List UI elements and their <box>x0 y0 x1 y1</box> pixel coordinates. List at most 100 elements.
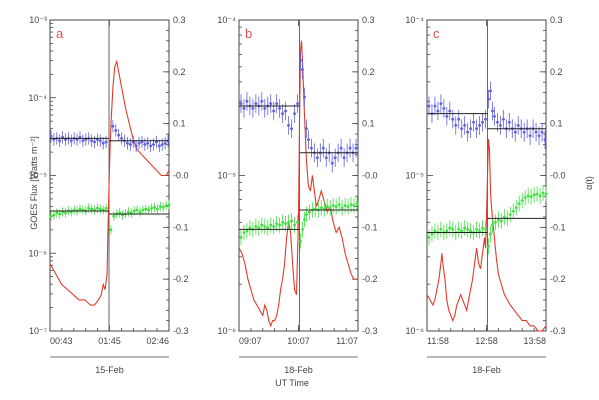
blue-point <box>324 156 328 160</box>
blue-point <box>290 127 293 131</box>
green-point <box>439 228 443 231</box>
blue-point <box>442 107 446 110</box>
green-point <box>296 220 299 224</box>
green-point <box>147 208 151 212</box>
green-point <box>90 207 94 211</box>
green-point <box>511 209 515 213</box>
green-point <box>349 203 353 206</box>
left-tick-label: 10⁻⁴ <box>28 93 47 103</box>
blue-point <box>146 141 150 145</box>
green-point <box>319 206 323 210</box>
blue-point <box>111 124 115 128</box>
blue-point <box>269 102 273 105</box>
blue-point <box>128 143 132 146</box>
panel-label: b <box>245 26 252 41</box>
green-point <box>58 212 62 216</box>
green-point <box>497 218 500 222</box>
blue-point <box>140 140 144 144</box>
x-axis-title: UT Time <box>275 378 309 388</box>
green-point <box>284 222 288 226</box>
right-tick-label: -0.2 <box>550 274 566 284</box>
blue-point <box>354 146 358 150</box>
blue-point <box>134 144 138 148</box>
blue-point <box>303 95 306 99</box>
green-point <box>343 204 347 208</box>
blue-point <box>281 112 285 116</box>
x-tick-label: 13:58 <box>523 336 546 346</box>
green-point <box>355 202 359 205</box>
green-point <box>469 229 473 233</box>
blue-point <box>275 102 279 105</box>
panels: 10⁻⁷ 10⁻⁶ 10⁻⁵ 10⁻⁴ 10⁻³ -0.3 -0.2 -0.1 -0.0 0.1 0… <box>28 15 565 375</box>
green-point <box>158 205 162 208</box>
panel-a: 10⁻⁷ 10⁻⁶ 10⁻⁵ 10⁻⁴ 10⁻³ -0.3 -0.2 -0.1 -0.0 0.1 0… <box>28 15 188 375</box>
blue-point <box>496 120 499 124</box>
blue-point <box>478 123 481 127</box>
right-tick-label: 0.2 <box>173 67 186 77</box>
blue-point <box>58 139 62 143</box>
green-point <box>337 203 341 206</box>
right-tick-label: -0.1 <box>362 222 378 232</box>
blue-point <box>534 130 538 134</box>
blue-point <box>254 102 258 105</box>
blue-point <box>120 137 123 140</box>
green-point <box>153 205 156 209</box>
right-tick-label: 0.1 <box>173 119 186 129</box>
green-point <box>257 226 261 230</box>
blue-point <box>125 141 129 145</box>
blue-point <box>498 123 502 127</box>
blue-point <box>284 109 288 113</box>
green-point <box>514 206 518 210</box>
blue-point <box>98 139 102 143</box>
blue-point <box>487 97 490 101</box>
blue-point <box>522 130 526 134</box>
left-tick-label: 10⁻⁵ <box>406 171 425 181</box>
green-point <box>346 205 350 209</box>
green-point <box>141 208 145 212</box>
right-tick-label: 0.3 <box>173 15 186 25</box>
green-point <box>481 226 484 230</box>
green-point <box>305 213 308 217</box>
green-point <box>150 206 153 210</box>
green-point <box>155 207 159 211</box>
alpha-curve <box>238 40 358 328</box>
left-axis-title: GOES Flux [Watts m⁻²] <box>29 136 39 229</box>
blue-point <box>445 114 449 118</box>
green-point <box>460 229 464 233</box>
blue-point <box>117 133 121 137</box>
right-tick-label: -0.3 <box>173 326 189 336</box>
green-point <box>64 211 67 215</box>
green-point <box>334 205 338 209</box>
green-point <box>132 209 136 213</box>
blue-point <box>315 156 319 160</box>
right-tick-label: 0.2 <box>550 67 563 77</box>
green-point <box>448 226 452 230</box>
blue-point <box>475 127 478 131</box>
date-label: 15-Feb <box>95 365 124 375</box>
blue-point <box>69 139 73 143</box>
green-point <box>427 235 431 239</box>
green-point <box>529 195 533 199</box>
x-tick-label: 00:43 <box>50 336 73 346</box>
right-tick-label: 0.1 <box>550 119 563 129</box>
right-tick-label: 0.3 <box>550 15 563 25</box>
x-tick-label: 12:58 <box>475 336 498 346</box>
blue-point <box>333 156 337 160</box>
blue-point <box>272 109 276 113</box>
green-point <box>290 219 293 223</box>
blue-point <box>157 144 161 148</box>
blue-point <box>260 99 264 103</box>
blue-point <box>131 140 135 144</box>
left-tick-label: 10⁻⁶ <box>406 326 425 336</box>
green-point <box>293 223 296 227</box>
right-tick-label: -0.1 <box>173 222 189 232</box>
green-point <box>308 210 311 214</box>
blue-point <box>537 134 541 138</box>
blue-point <box>513 130 517 134</box>
green-point <box>544 192 548 196</box>
green-point <box>502 215 506 219</box>
green-point <box>242 231 246 234</box>
right-tick-label: 0.2 <box>362 67 375 77</box>
blue-point <box>507 120 511 124</box>
green-point <box>104 206 108 210</box>
